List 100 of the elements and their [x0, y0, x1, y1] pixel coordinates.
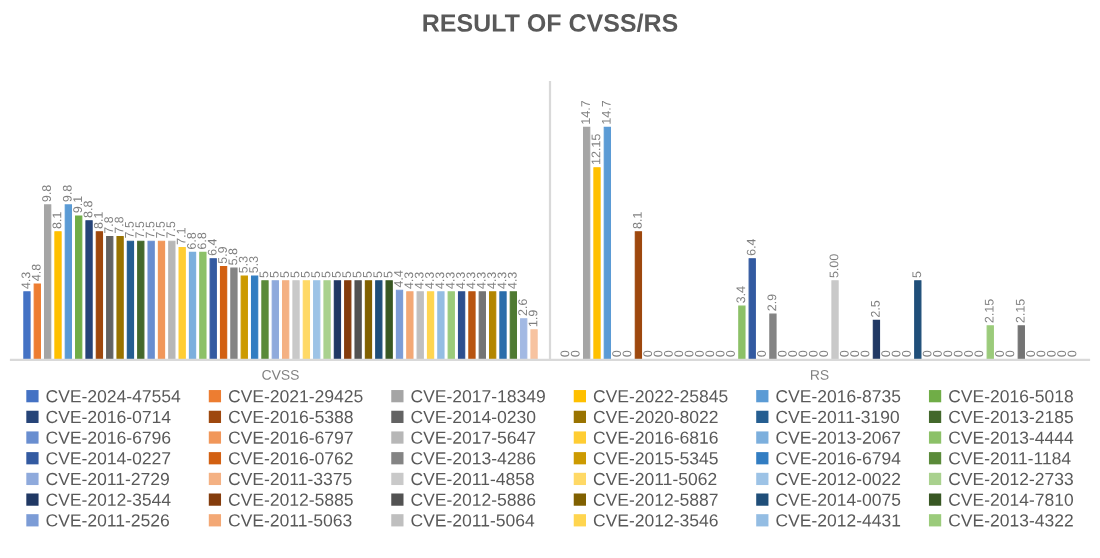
- bar: [219, 266, 228, 360]
- legend-label: CVE-2011-1184: [949, 452, 1071, 465]
- bar: [188, 251, 197, 360]
- legend-label: CVE-2013-4444: [949, 431, 1074, 444]
- bar: [872, 319, 881, 360]
- bar: [282, 280, 290, 360]
- bar: [54, 231, 62, 360]
- bar: [395, 289, 404, 360]
- bar: [230, 267, 238, 360]
- bar: [23, 291, 31, 360]
- bar: [43, 204, 52, 360]
- bar: [250, 275, 259, 360]
- bar: [271, 280, 279, 360]
- bar: [116, 235, 124, 360]
- bar: [85, 220, 93, 360]
- legend-label: CVE-2012-5885: [228, 493, 353, 506]
- legend-label: CVE-2011-2729: [46, 472, 169, 486]
- legend-label: CVE-2012-2733: [949, 472, 1073, 486]
- bar: [178, 247, 186, 360]
- bar: [582, 126, 591, 360]
- legend-label: CVE-2021-29425: [228, 390, 363, 403]
- legend-label: CVE-2024-47554: [46, 390, 181, 403]
- bar: [147, 240, 155, 360]
- bar: [914, 280, 922, 360]
- legend-label: CVE-2012-5887: [593, 493, 718, 506]
- bar: [126, 240, 135, 360]
- legend-label: CVE-2016-8735: [776, 390, 901, 403]
- legend-label: CVE-2011-5063: [228, 514, 352, 527]
- bar: [437, 291, 445, 360]
- bar: [406, 291, 414, 360]
- bar: [106, 235, 114, 360]
- legend-label: CVE-2014-0075: [776, 493, 901, 506]
- bar: [986, 325, 994, 360]
- bar: [738, 305, 746, 360]
- bar: [447, 291, 455, 360]
- bar: [240, 275, 248, 360]
- bar: [488, 291, 497, 360]
- legend-label: CVE-2013-4322: [949, 514, 1073, 527]
- legend-label: CVE-2016-6797: [228, 431, 353, 444]
- bar: [769, 313, 777, 360]
- legend-label: CVE-2015-5345: [593, 452, 718, 465]
- legend-label: CVE-2016-5388: [228, 410, 353, 424]
- legend-label: CVE-2011-3375: [228, 472, 352, 486]
- legend-label: CVE-2016-6816: [593, 431, 718, 444]
- chart-title: RESULT OF CVSS/RS: [423, 13, 678, 33]
- bar: [95, 231, 104, 360]
- bar: [33, 283, 41, 360]
- bar: [168, 240, 176, 360]
- legend-label: CVE-2017-5647: [411, 431, 536, 444]
- bar: [199, 251, 207, 360]
- legend-label: CVE-2016-5018: [949, 390, 1073, 403]
- bar: [157, 240, 166, 360]
- bar: [364, 280, 373, 360]
- legend-label: CVE-2011-5062: [593, 472, 717, 486]
- legend-label: CVE-2016-6796: [46, 431, 171, 444]
- legend-label: CVE-2011-5064: [411, 514, 535, 527]
- bar: [137, 240, 145, 360]
- legend-label: CVE-2014-7810: [949, 493, 1074, 506]
- bar: [64, 204, 73, 360]
- bar: [261, 280, 269, 360]
- bar: [748, 258, 756, 360]
- legend-label: CVE-2012-3544: [46, 493, 171, 506]
- bar: [344, 280, 352, 360]
- legend-label: CVE-2022-25845: [593, 390, 728, 403]
- bar: [530, 329, 538, 360]
- bar: [375, 280, 383, 360]
- bar: [520, 318, 528, 360]
- legend-label: CVE-2016-0762: [228, 452, 353, 465]
- bar: [323, 280, 331, 360]
- bar: [333, 280, 342, 360]
- bar: [478, 291, 486, 360]
- legend-label: CVE-2012-0022: [776, 472, 901, 486]
- legend-label: CVE-2016-0714: [46, 410, 171, 424]
- legend-label: CVE-2013-4286: [411, 452, 536, 465]
- bar: [416, 291, 424, 360]
- bar: [426, 291, 435, 360]
- bar: [499, 291, 507, 360]
- legend-label: CVE-2012-4431: [776, 514, 901, 527]
- bar: [831, 280, 839, 360]
- bar: [1017, 325, 1025, 360]
- bar: [603, 126, 612, 360]
- legend-label: CVE-2014-0227: [46, 452, 171, 465]
- bar: [313, 280, 321, 360]
- bar: [457, 291, 466, 360]
- bar: [509, 291, 518, 360]
- legend-label: CVE-2020-8022: [593, 410, 718, 424]
- legend-label: CVE-2011-4858: [411, 472, 534, 486]
- bar: [385, 280, 393, 360]
- legend-label: CVE-2012-5886: [411, 493, 536, 506]
- bar: [354, 280, 362, 360]
- legend-label: CVE-2013-2185: [949, 410, 1073, 424]
- bar: [634, 231, 643, 360]
- bar: [302, 280, 311, 360]
- bar: [209, 258, 217, 360]
- legend-label: CVE-2013-2067: [776, 431, 901, 444]
- bar: [292, 280, 300, 360]
- legend-label: CVE-2014-0230: [411, 410, 536, 424]
- legend-label: CVE-2011-2526: [46, 514, 169, 527]
- legend-label: CVE-2011-3190: [776, 410, 899, 424]
- bar: [593, 167, 601, 360]
